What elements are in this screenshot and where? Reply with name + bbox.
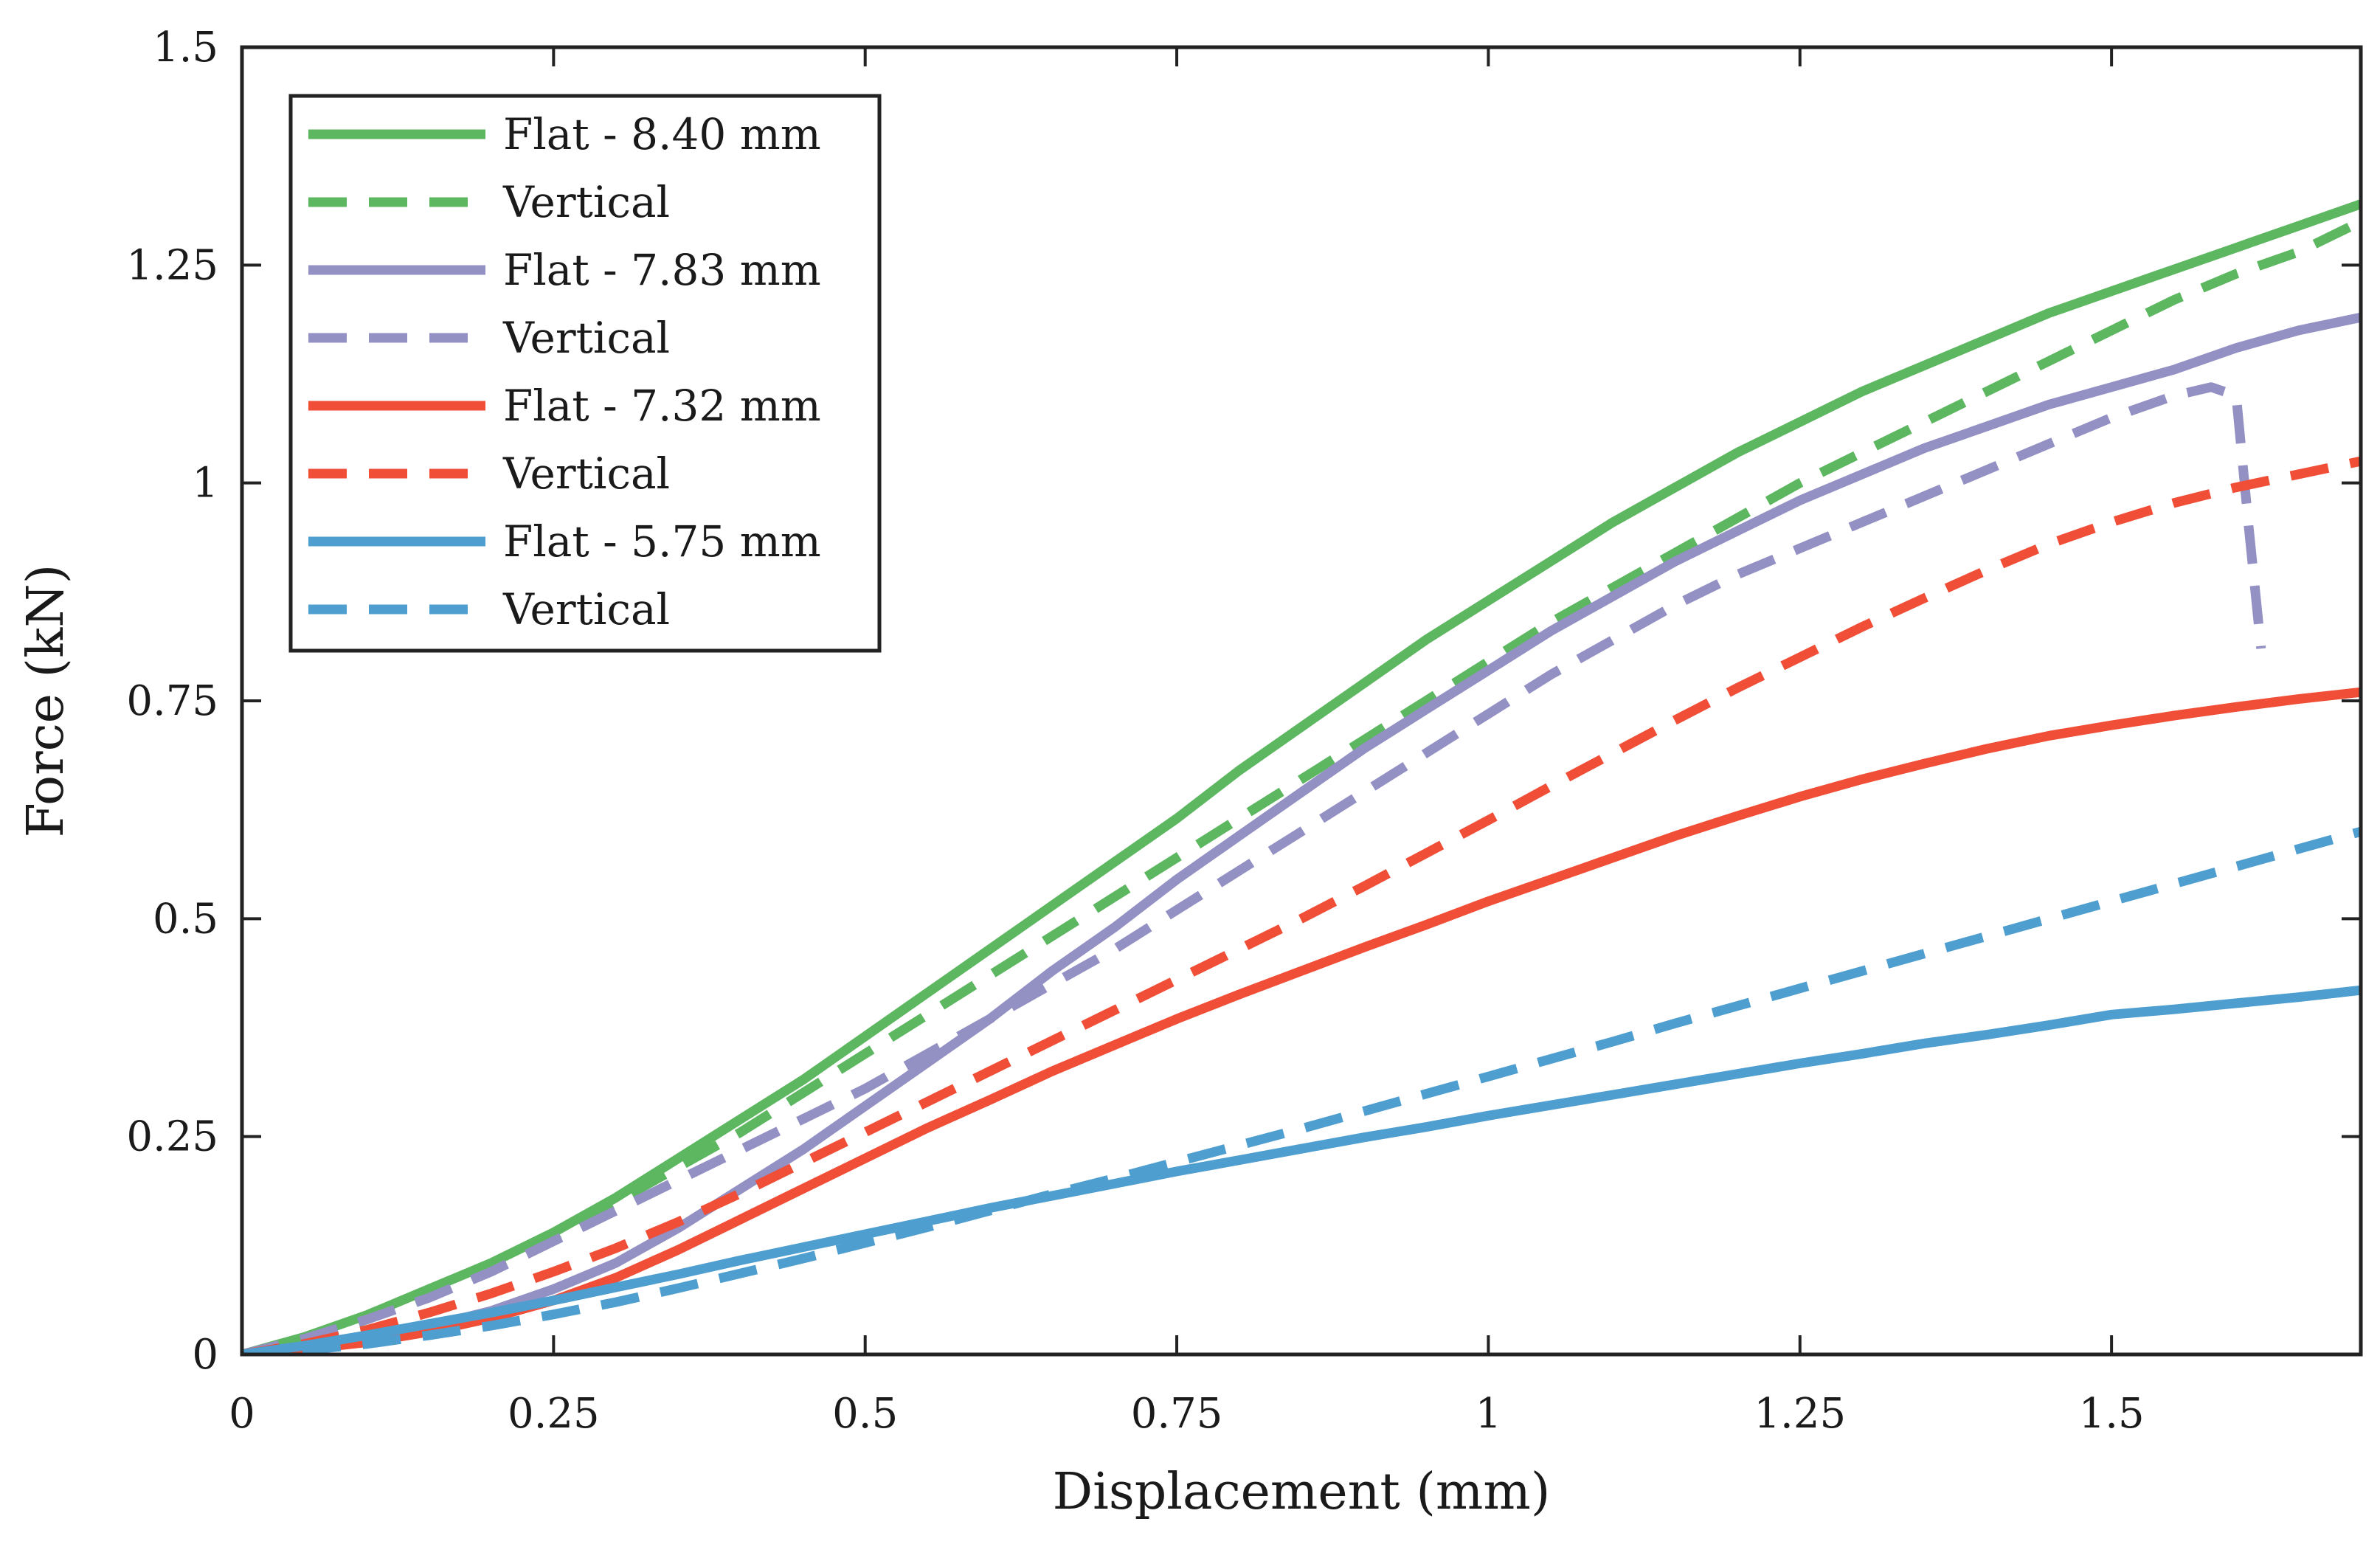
x-tick-label: 1.25 xyxy=(1754,1390,1846,1438)
legend-label: Vertical xyxy=(502,584,670,634)
y-tick-label: 0.5 xyxy=(153,895,218,943)
legend-label: Flat - 5.75 mm xyxy=(503,516,821,567)
legend-label: Flat - 7.83 mm xyxy=(503,245,821,295)
y-axis-title: Force (kN) xyxy=(17,564,75,838)
x-tick-label: 0.5 xyxy=(832,1390,898,1438)
y-tick-label: 0.25 xyxy=(126,1113,218,1161)
x-tick-label: 0 xyxy=(229,1390,255,1438)
x-tick-label: 0.25 xyxy=(508,1390,600,1438)
series-line-7-flat-5-75-mm xyxy=(242,985,2361,1354)
legend-label: Vertical xyxy=(502,177,670,227)
y-tick-label: 1.25 xyxy=(126,241,218,289)
series-line-5-flat-7-32-mm xyxy=(242,687,2361,1354)
tick-layer: 0 0.25 0.5 0.75 1 1.25 1.5 0 0.25 0.5 0.75 1 1.25 1.5 xyxy=(126,24,2361,1438)
legend-label: Vertical xyxy=(502,313,670,363)
legend-box xyxy=(288,94,882,653)
legend-label: Flat - 7.32 mm xyxy=(503,381,821,431)
series-layer xyxy=(242,199,2361,1354)
x-tick-label: 0.75 xyxy=(1131,1390,1223,1438)
y-tick-label: 1 xyxy=(192,460,218,508)
series-line-6-vertical-dashed xyxy=(242,456,2361,1354)
y-tick-label: 0 xyxy=(192,1331,218,1379)
legend-label: Vertical xyxy=(502,449,670,499)
legend: Flat - 8.40 mm Vertical Flat - 7.83 mm Vert… xyxy=(288,94,882,653)
legend-label: Flat - 8.40 mm xyxy=(503,109,821,159)
series-line-3-flat-7-83-mm xyxy=(242,312,2361,1354)
x-axis-title: Displacement (mm) xyxy=(1053,1463,1551,1521)
y-tick-label: 1.5 xyxy=(153,24,218,72)
y-tick-label: 0.75 xyxy=(126,677,218,725)
series-line-4-vertical-dashed xyxy=(242,382,2266,1354)
series-line-2-vertical-dashed xyxy=(242,217,2361,1354)
x-tick-label: 1.5 xyxy=(2079,1390,2145,1438)
x-tick-label: 1 xyxy=(1476,1390,1502,1438)
series-line-8-vertical-dashed xyxy=(242,826,2361,1354)
